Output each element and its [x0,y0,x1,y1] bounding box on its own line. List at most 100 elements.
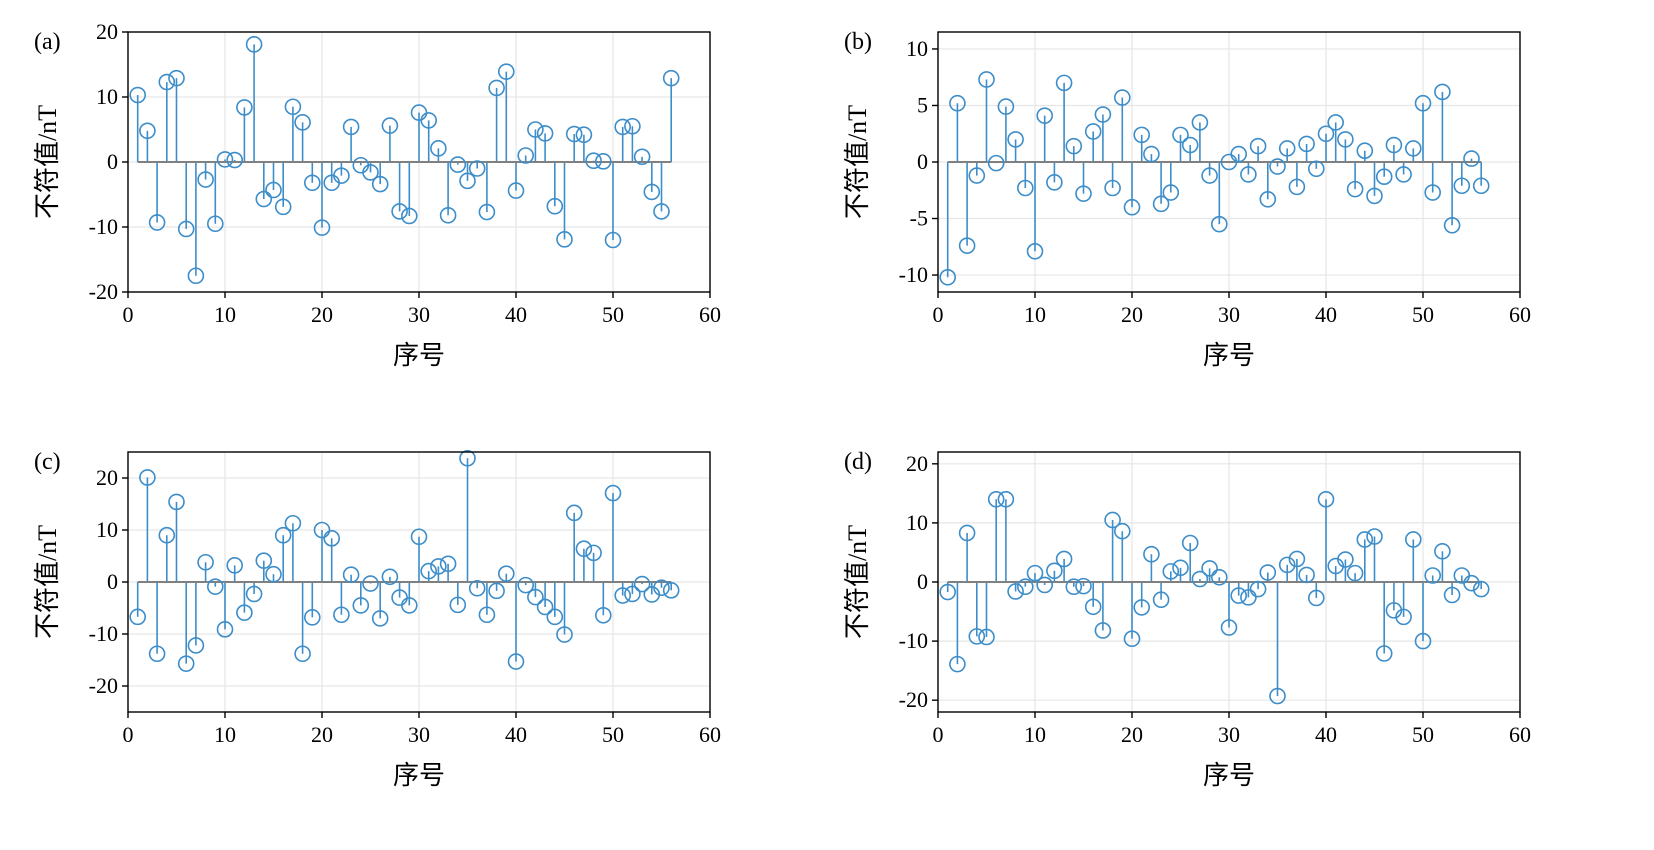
x-tick-label: 10 [214,302,236,327]
stem-marker [624,585,641,603]
stem-marker [1036,107,1053,124]
y-tick-label: -5 [910,206,928,231]
x-tick-label: 20 [1121,722,1143,747]
stem-marker [197,171,214,188]
stem-marker [1298,566,1315,584]
stem-marker [468,579,486,597]
y-tick-label: 10 [906,36,928,61]
stem-marker [624,117,641,135]
y-tick-label: 0 [917,569,928,594]
stem-marker [1017,578,1034,596]
stem-marker [449,156,467,173]
stem-marker [565,504,583,522]
stem-marker [1395,166,1412,183]
y-tick-label: 10 [906,510,928,535]
stem-marker [478,606,496,624]
x-tick-label: 50 [602,302,624,327]
stem-marker [1249,580,1267,598]
stem-marker [1472,580,1490,598]
x-tick-label: 20 [1121,302,1143,327]
stem-marker [1172,559,1189,577]
stem-marker [1269,687,1286,705]
stem-marker [420,562,438,580]
stem-marker [1434,83,1451,101]
stem-marker [1133,126,1150,144]
stem-marker [1288,178,1306,196]
stem-marker [1046,562,1063,580]
x-tick-label: 50 [1412,722,1434,747]
stem-marker [284,98,302,116]
stem-marker [633,575,651,593]
stem-marker [265,181,282,199]
stem-marker [1026,564,1044,582]
stem-marker [410,528,428,546]
x-tick-label: 20 [311,722,333,747]
stem-marker [1395,608,1412,626]
x-tick-label: 50 [1412,302,1434,327]
stem-marker [197,553,214,571]
stem-marker [1366,187,1383,205]
x-tick-label: 30 [408,722,430,747]
stem-marker [517,576,535,594]
stem-marker [939,269,957,286]
stem-marker [129,608,146,626]
stem-marker [1055,550,1073,568]
stem-marker [1172,126,1189,144]
x-tick-label: 60 [1509,722,1531,747]
stem-marker [255,190,273,208]
y-axis-label: 不符值/nT [33,105,62,219]
stem-marker [1346,180,1364,198]
chart-panel-d: 0 10 20 30 40 50 60 -20 -10 0 10 20 序号 不符值/nT (d) [843,449,1531,790]
stem-marker [352,597,370,614]
stem-marker [1211,215,1228,233]
stem-marker [1366,528,1383,545]
x-tick-label: 50 [602,722,624,747]
stem-marker [255,552,273,569]
chart-panel-a: 0 10 20 30 40 50 60 -20 -10 0 10 20 序号 不符值/nT (a) [33,19,721,370]
stem-marker [168,493,185,511]
stem-marker [1230,145,1247,163]
chart-panel-c: 0 10 20 30 40 50 60 -20 -10 0 10 20 序号 不符值/nT (c) [33,449,721,790]
stem-marker [313,521,331,539]
stem-marker [1308,160,1325,178]
stem-marker [168,69,185,87]
stem-marker [430,558,447,575]
stem-marker [949,655,966,673]
stem-marker [987,490,1005,508]
x-tick-label: 40 [505,722,527,747]
stem-marker [420,112,438,129]
stem-marker [1463,150,1480,167]
stem-marker [1405,531,1422,548]
stem-marker [371,610,389,627]
stem-marker [439,207,457,224]
x-tick-label: 20 [311,302,333,327]
stem-marker [478,203,496,221]
stem-marker [139,122,156,140]
panel-label: (a) [34,29,61,55]
x-tick-label: 30 [1218,722,1240,747]
stem-marker [594,153,612,170]
y-tick-label: 0 [107,569,118,594]
stem-marker [653,579,670,597]
stem-marker [1046,174,1063,191]
y-tick-label: 20 [96,19,118,44]
stem-marker [187,267,205,285]
stem-marker [978,71,995,88]
stem-marker [1143,545,1160,563]
x-axis-label: 序号 [393,761,445,790]
stem-marker [575,540,593,558]
stem-marker [236,604,253,621]
x-tick-label: 10 [214,722,236,747]
stem-marker [333,606,350,624]
x-tick-label: 40 [1315,722,1337,747]
stem-marker [978,628,995,646]
stem-marker [546,197,564,215]
stem-marker [497,63,515,80]
x-tick-label: 60 [699,722,721,747]
y-tick-label: 20 [96,465,118,490]
stem-marker [400,207,418,225]
y-tick-label: 10 [96,517,118,542]
stem-marker [129,86,146,104]
stem-marker [958,237,976,254]
stem-marker [1405,140,1422,157]
